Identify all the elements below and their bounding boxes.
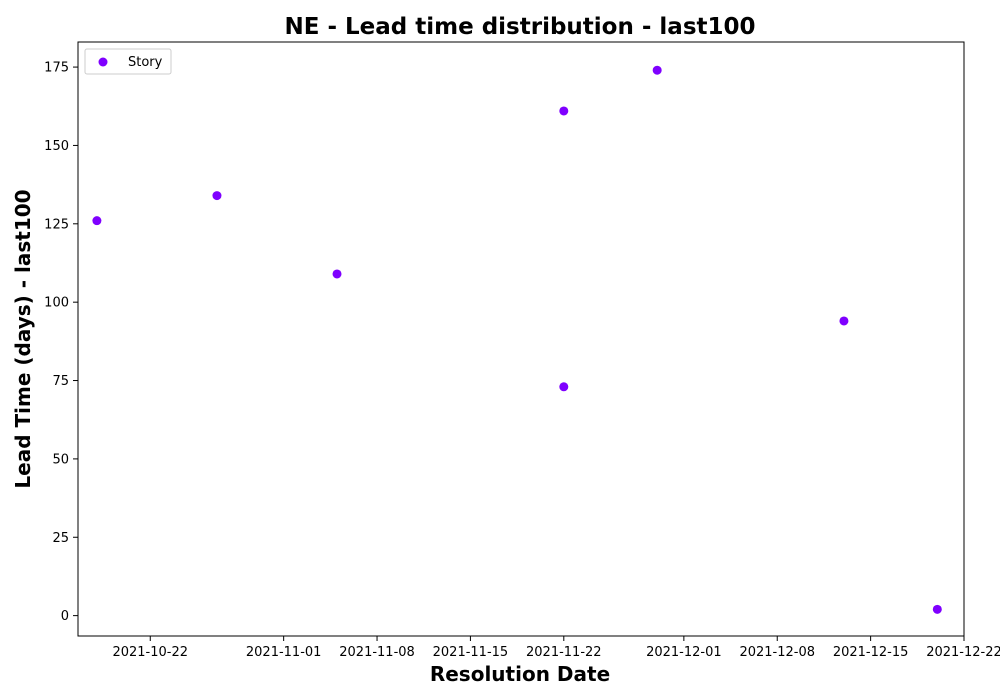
plot-frame [77,41,965,637]
scatter-points [92,65,942,614]
y-tick-label: 50 [52,452,69,467]
data-point [652,65,662,75]
legend-marker [98,57,108,67]
x-tick-label: 2021-12-22 [926,645,1000,660]
x-tick-label: 2021-11-15 [433,645,509,660]
x-tick-label: 2021-12-15 [833,645,909,660]
x-tick-label: 2021-10-22 [112,645,188,660]
x-tick-label: 2021-11-01 [246,645,322,660]
y-tick-label: 150 [44,139,69,154]
data-point [932,604,942,614]
y-tick-label: 100 [44,296,69,311]
legend: Story [84,48,172,75]
y-tick-label: 0 [61,609,69,624]
data-point [559,382,569,392]
y-tick-label: 25 [52,531,69,546]
y-tick-label: 125 [44,217,69,232]
x-tick-label: 2021-12-08 [739,645,815,660]
data-point [212,191,222,201]
data-point [92,216,102,226]
legend-box [84,48,172,75]
data-point [839,316,849,326]
x-axis-label: Resolution Date [430,662,610,686]
y-axis: 0 25 50 75 100 125 150 175 [44,61,78,624]
x-tick-label: 2021-11-22 [526,645,602,660]
y-tick-label: 75 [52,374,69,389]
data-point [332,269,342,279]
y-axis-label: Lead Time (days) - last100 [11,189,35,488]
legend-label: Story [128,55,163,70]
data-point [559,106,569,116]
y-tick-label: 175 [44,61,69,76]
x-tick-label: 2021-11-08 [339,645,415,660]
chart-title: NE - Lead time distribution - last100 [284,14,755,40]
x-axis: 2021-10-22 2021-11-01 2021-11-08 2021-11-15… [112,636,1000,660]
x-tick-label: 2021-12-01 [646,645,722,660]
